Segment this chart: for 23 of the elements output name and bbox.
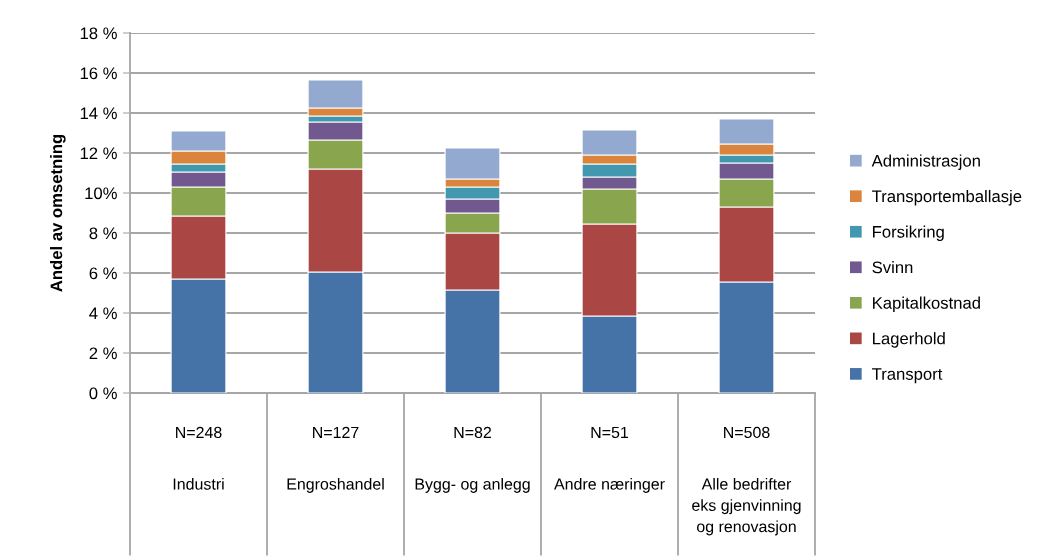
y-tick-label: 14 %	[80, 107, 117, 120]
y-tick-label: 4 %	[89, 307, 117, 320]
y-tick-label: 6 %	[89, 267, 117, 280]
category-label: N=82 Bygg- og anlegg	[415, 426, 530, 493]
y-tick-label: 10%	[85, 187, 117, 200]
y-tick-label: 8 %	[89, 227, 117, 240]
category-label: N=248 Industri	[173, 426, 224, 490]
category-label: N=127 Engroshandel	[287, 426, 384, 493]
y-axis-title: Andel av omsetning	[50, 134, 66, 292]
legend-label: Transportemballasje	[872, 189, 1022, 206]
legend-label: Transport	[872, 368, 943, 384]
legend-label: Lagerhold	[873, 332, 945, 348]
legend-label: Kapitalkostnad	[873, 296, 980, 313]
y-tick-label: 18 %	[80, 27, 117, 40]
category-label: N=51 Andre næringer	[554, 426, 665, 493]
legend-label: Forsikring	[873, 225, 944, 242]
legend-label: Administrasjon	[871, 154, 980, 170]
y-tick-label: 0 %	[89, 387, 117, 400]
y-tick-label: 16 %	[80, 67, 117, 80]
y-tick-label: 12 %	[80, 147, 117, 160]
category-label: N=508 Alle bedrifter eks gjenvinning og renovasjon	[692, 426, 801, 536]
legend-label: Svinn	[872, 261, 913, 274]
y-tick-label: 2 %	[89, 347, 117, 360]
